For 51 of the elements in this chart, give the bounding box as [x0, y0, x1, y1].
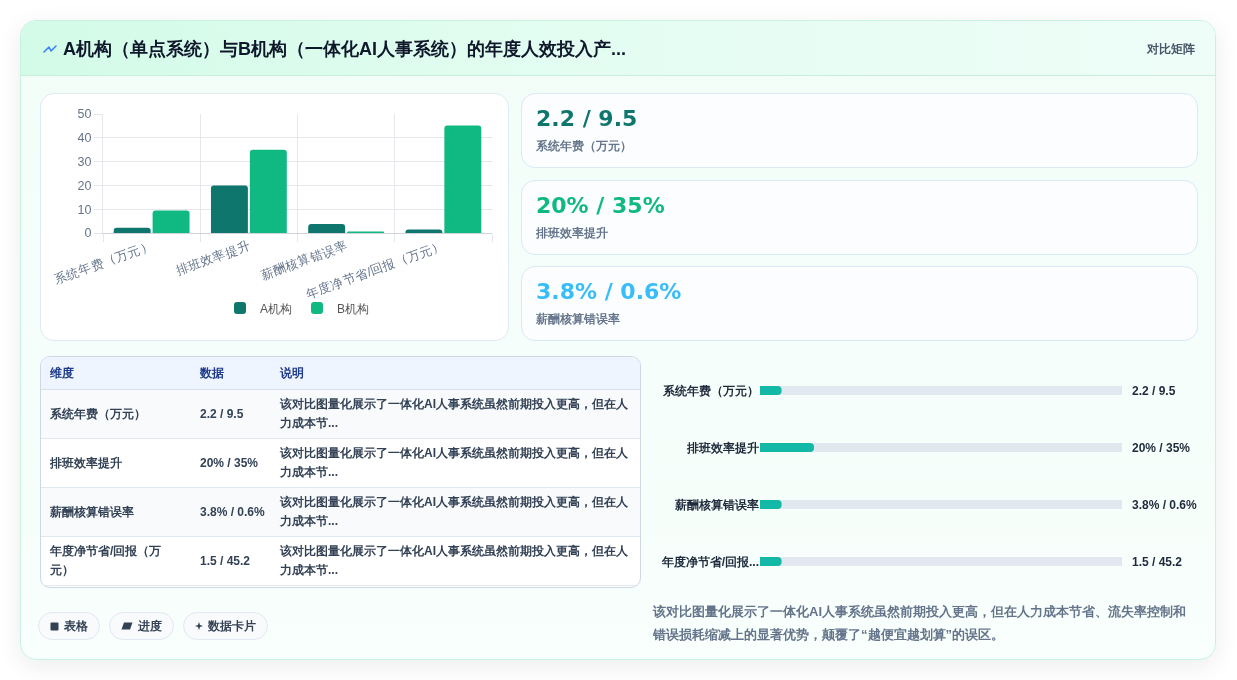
y-tick-label: 薪酬核算错误率 [674, 497, 759, 512]
text: 该对比图量化展示了一体化AI人事系统虽然前期投入更高，但在人力成本节... [271, 389, 640, 439]
bar [210, 185, 248, 233]
text: 薪酬核算错误率 [536, 312, 620, 327]
y-tick-label: 排班效率提升 [686, 440, 759, 455]
category-label: 数据 [191, 357, 271, 390]
text: 该对比图量化展示了一体化AI人事系统虽然前期投入更高，但在人力成本节... [271, 438, 640, 488]
bar [249, 149, 287, 233]
category-label: 说明 [271, 357, 640, 390]
category-label: 维度 [41, 357, 191, 390]
y-tick-label: 10 [77, 202, 92, 217]
text: 2.2 / 9.5 [536, 106, 638, 131]
text: 数据卡片 [208, 618, 256, 634]
y2-tick-label: 1.5 / 45.2 [1132, 555, 1183, 569]
text: 对比矩阵 [1147, 41, 1195, 58]
y2-tick-label: 2.2 / 9.5 [1132, 384, 1176, 398]
text: 1.5 / 45.2 [191, 536, 271, 586]
text: 排班效率提升 [41, 438, 191, 488]
y-tick-label: 20 [77, 178, 92, 193]
text: 系统年费（万元） [536, 139, 632, 154]
text: 年度净节省/回报（万元） [41, 536, 191, 586]
text: 排班效率提升 [536, 225, 608, 241]
text: 该对比图量化展示了一体化AI人事系统虽然前期投入更高，但在人力成本节... [271, 487, 640, 537]
y2-tick-label: 3.8% / 0.6% [1132, 498, 1198, 512]
text: 进度 [138, 618, 162, 634]
y-tick-label: 年度净节省/回报... [660, 554, 759, 569]
text: 3.8% / 0.6% [536, 279, 682, 304]
bar [152, 210, 190, 233]
bar [444, 125, 482, 233]
x-tick-label: 排班效率提升 [173, 237, 253, 279]
y-tick-label: 50 [77, 107, 92, 122]
text: 3.8% / 0.6% [191, 487, 271, 537]
bar [308, 223, 346, 233]
text: 该对比图量化展示了一体化AI人事系统虽然前期投入更高，但在人力成本节省、流失率控制和错误损耗缩减上的显著优势，颠覆了“越便宜越划算”的误区。 [653, 603, 1187, 644]
text: 20% / 35% [191, 438, 271, 488]
y-tick-label: 0 [84, 226, 92, 241]
bar [113, 227, 151, 233]
text: 表格 [64, 618, 88, 634]
text: 2.2 / 9.5 [191, 389, 271, 439]
y-tick-label: 40 [77, 131, 92, 146]
y2-tick-label: 20% / 35% [1132, 441, 1191, 455]
legend-label: A机构 [260, 301, 293, 316]
y-tick-label: 系统年费（万元） [662, 383, 759, 398]
text: 该对比图量化展示了一体化AI人事系统虽然前期投入更高，但在人力成本节... [271, 536, 640, 586]
legend-label: B机构 [337, 301, 370, 316]
y-tick-label: 30 [77, 154, 92, 169]
text: 系统年费（万元） [41, 389, 191, 439]
bar [405, 229, 443, 233]
text: 20% / 35% [536, 192, 665, 218]
text: A机构（单点系统）与B机构（一体化AI人事系统）的年度人效投入产... [63, 38, 627, 61]
text: 薪酬核算错误率 [41, 487, 191, 537]
